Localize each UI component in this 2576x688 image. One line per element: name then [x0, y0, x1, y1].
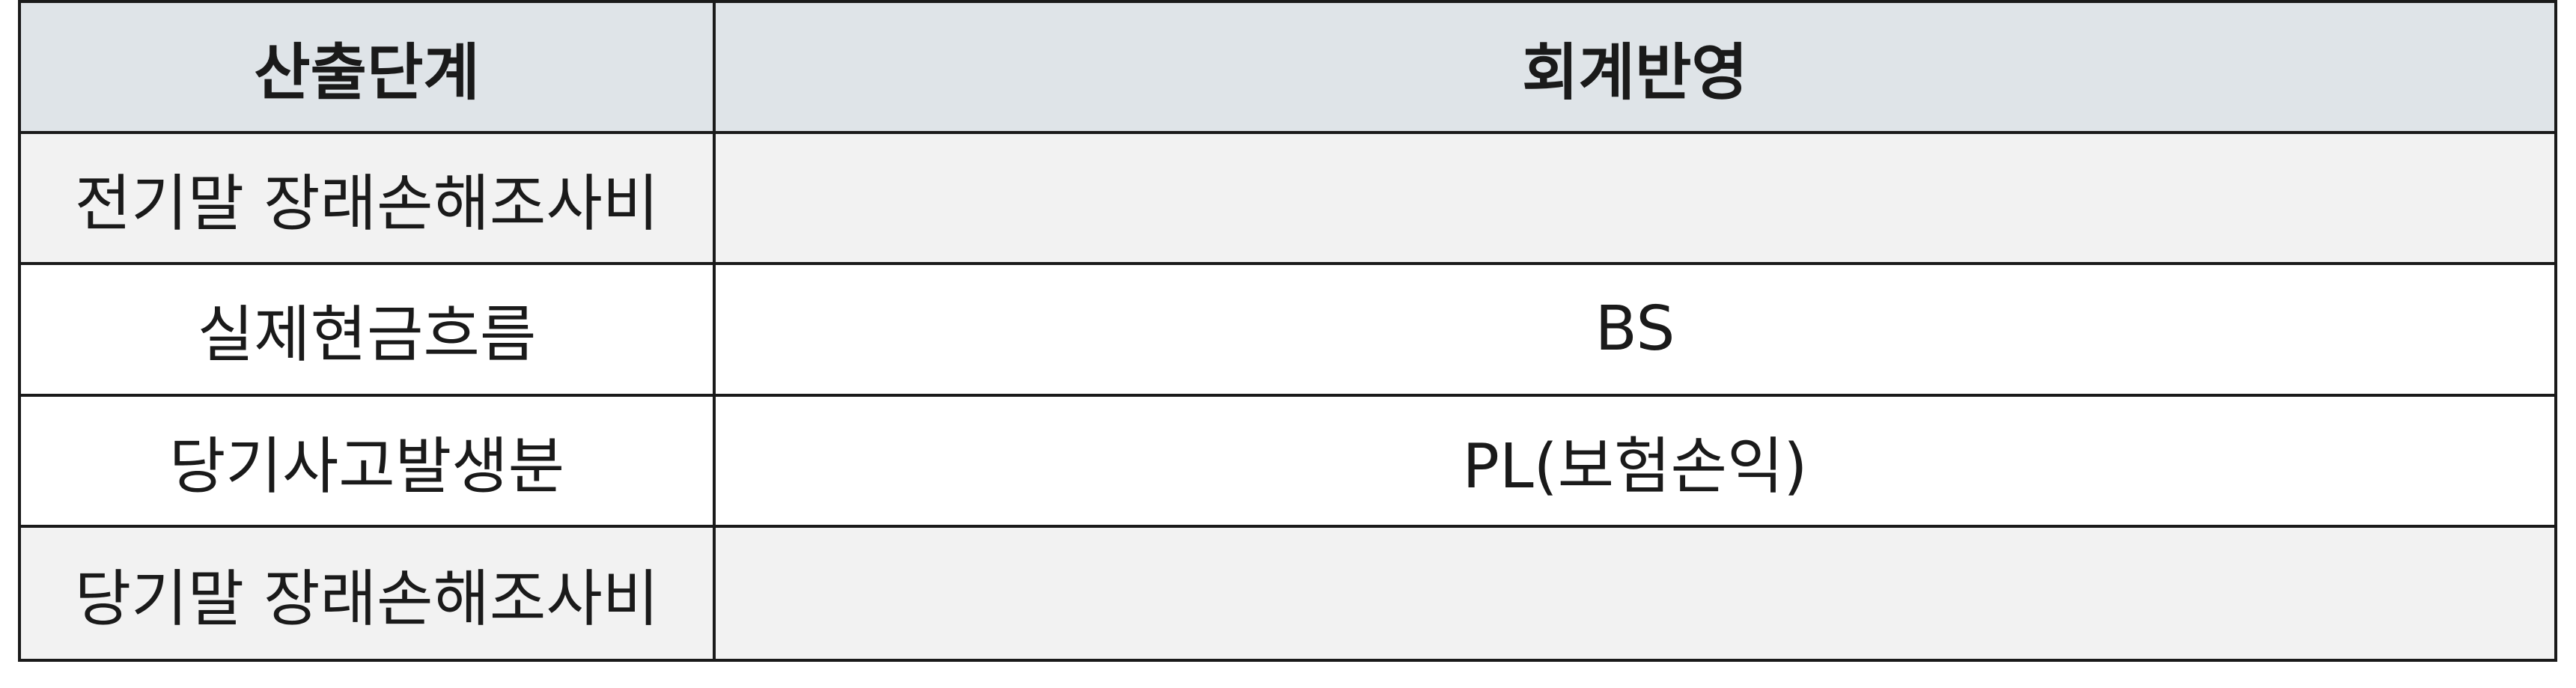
row-1-accounting: [716, 134, 2554, 266]
row-4-stage: 당기말 장래손해조사비: [21, 527, 716, 659]
header-accounting: 회계반영: [716, 3, 2554, 135]
accounting-table: 산출단계 회계반영 전기말 장래손해조사비 실제현금흐름 BS 당기사고발생분 …: [18, 0, 2557, 662]
row-3-stage: 당기사고발생분: [21, 396, 716, 528]
header-stage: 산출단계: [21, 3, 716, 135]
row-2-stage: 실제현금흐름: [21, 265, 716, 397]
row-2-accounting: BS: [716, 265, 2554, 397]
row-3-accounting: PL(보험손익): [716, 396, 2554, 528]
row-1-stage: 전기말 장래손해조사비: [21, 134, 716, 266]
row-4-accounting: [716, 527, 2554, 659]
